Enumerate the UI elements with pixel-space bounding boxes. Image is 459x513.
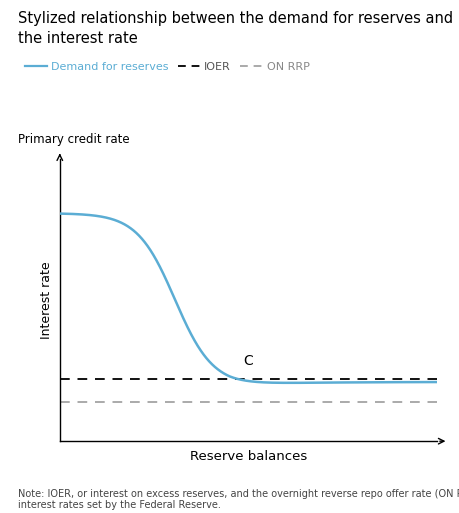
Text: C: C <box>243 354 253 368</box>
Text: Note: IOER, or interest on excess reserves, and the overnight reverse repo offer: Note: IOER, or interest on excess reserv… <box>18 489 459 510</box>
X-axis label: Reserve balances: Reserve balances <box>190 449 306 463</box>
Text: Primary credit rate: Primary credit rate <box>18 133 130 146</box>
Legend: Demand for reserves, IOER, ON RRP: Demand for reserves, IOER, ON RRP <box>20 57 313 76</box>
Text: Stylized relationship between the demand for reserves and
the interest rate: Stylized relationship between the demand… <box>18 11 453 46</box>
Y-axis label: Interest rate: Interest rate <box>40 261 53 339</box>
